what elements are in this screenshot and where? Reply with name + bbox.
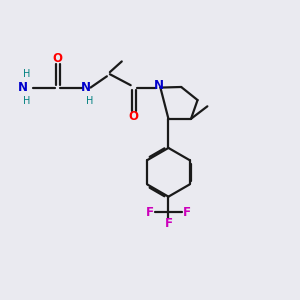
Text: N: N (154, 79, 164, 92)
Text: O: O (129, 110, 139, 123)
Text: O: O (53, 52, 63, 65)
Text: H: H (23, 96, 30, 106)
Text: N: N (18, 81, 28, 94)
Text: F: F (183, 206, 191, 219)
Text: H: H (23, 69, 30, 79)
Text: H: H (86, 96, 94, 106)
Text: F: F (164, 217, 172, 230)
Text: F: F (146, 206, 154, 219)
Text: N: N (81, 81, 91, 94)
